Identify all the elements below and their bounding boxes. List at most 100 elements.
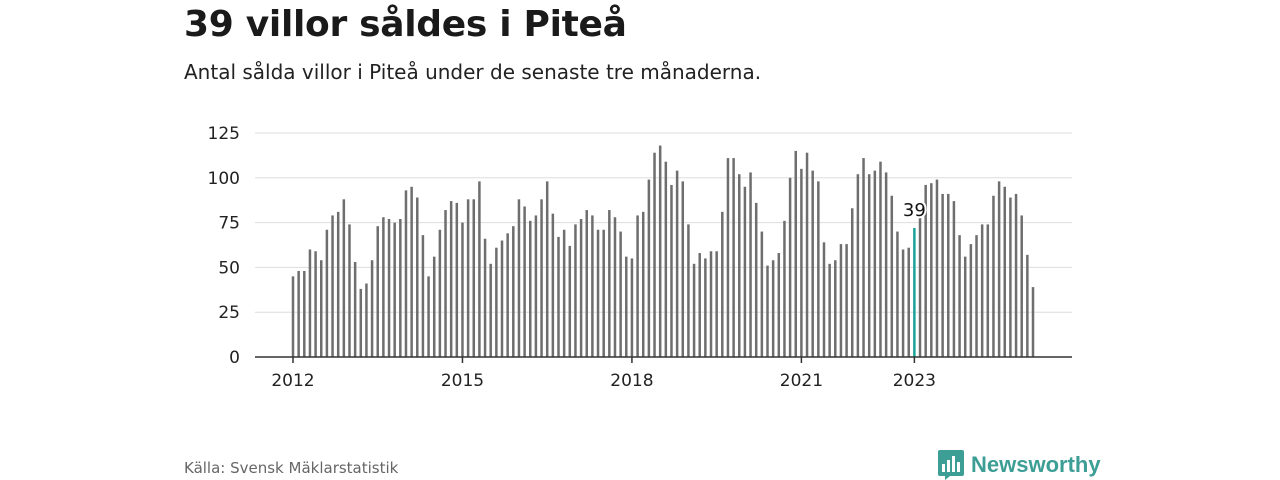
bar (495, 247, 498, 357)
bar (822, 242, 826, 357)
bar (636, 215, 639, 357)
bar (975, 235, 978, 357)
bar (935, 179, 939, 357)
highlight-value-label: 39 (903, 200, 926, 221)
bar (715, 251, 718, 357)
bar (947, 193, 950, 357)
bar (969, 244, 973, 357)
y-tick-label: 0 (229, 348, 240, 368)
bar (1026, 254, 1029, 357)
bar (444, 210, 447, 357)
bar (342, 199, 346, 357)
bar (721, 211, 724, 357)
bar (698, 253, 701, 357)
y-tick-label: 50 (218, 258, 240, 278)
bar (353, 262, 357, 357)
bar (1014, 193, 1018, 357)
bar (489, 263, 492, 357)
bar (613, 217, 617, 357)
bar (545, 181, 549, 357)
bar (771, 260, 775, 357)
bar (557, 236, 560, 357)
bar-chart: 0 25 50 75 100 125 2012 2015 2018 2021 2023 39 (208, 124, 1072, 391)
bar (529, 220, 532, 357)
bar (568, 245, 572, 357)
bar (907, 247, 910, 357)
bar (562, 229, 566, 357)
bar (749, 172, 752, 357)
bar (873, 170, 877, 357)
x-tick-label: 2012 (271, 371, 314, 391)
bar (850, 208, 854, 357)
bar (817, 181, 820, 357)
bar (319, 260, 323, 357)
bar (884, 172, 888, 357)
bar (506, 233, 509, 357)
bar (839, 244, 843, 357)
bar (918, 210, 922, 357)
bar (941, 193, 944, 357)
bar (461, 222, 464, 357)
bar (512, 226, 515, 357)
bar (834, 260, 837, 357)
bar (862, 158, 865, 357)
bar (449, 201, 453, 357)
bar (980, 224, 984, 357)
bar (732, 158, 735, 357)
source-note: Källa: Svensk Mäklarstatistik (184, 459, 399, 477)
bar (432, 256, 436, 357)
bar (551, 213, 555, 357)
bar (404, 190, 408, 357)
page-subtitle: Antal sålda villor i Piteå under de sena… (184, 60, 762, 84)
bar (692, 263, 696, 357)
bar (952, 201, 956, 357)
x-tick-label: 2023 (893, 371, 936, 391)
bar (658, 145, 662, 357)
bar (359, 288, 363, 357)
bar (574, 224, 577, 357)
bar (805, 152, 809, 357)
brand-name: Newsworthy (971, 452, 1101, 477)
bar (336, 211, 340, 357)
bar (483, 238, 487, 357)
bar (427, 276, 430, 357)
bar (410, 186, 413, 357)
bar (687, 224, 690, 357)
bar (653, 152, 656, 357)
bar (455, 202, 459, 357)
bar (370, 260, 374, 357)
bar (331, 215, 334, 357)
bar (297, 270, 300, 357)
x-tick-label: 2015 (441, 371, 484, 391)
bar (393, 222, 396, 357)
bar (788, 177, 792, 357)
bar (856, 174, 860, 357)
bar (478, 181, 481, 357)
bar (421, 235, 425, 357)
bar (704, 258, 707, 357)
bar (1009, 197, 1012, 357)
bar (681, 181, 685, 357)
bar (930, 183, 933, 357)
y-tick-label: 125 (208, 124, 240, 144)
bar (579, 219, 583, 357)
bar (382, 217, 385, 357)
highlight-bar (913, 227, 916, 357)
page-title: 39 villor såldes i Piteå (184, 4, 627, 45)
bar (992, 195, 995, 357)
bar (523, 206, 526, 357)
bar (766, 265, 769, 357)
bar (314, 251, 317, 357)
bar (348, 224, 351, 357)
bar (828, 263, 831, 357)
bar (958, 235, 961, 357)
bar (608, 210, 611, 357)
y-tick-label: 25 (218, 303, 240, 323)
bar (760, 231, 764, 357)
x-tick-label: 2018 (610, 371, 653, 391)
y-tick-label: 100 (208, 169, 240, 189)
bar (743, 186, 747, 357)
bar (997, 181, 1001, 357)
bar (924, 184, 927, 357)
bar (726, 158, 730, 357)
